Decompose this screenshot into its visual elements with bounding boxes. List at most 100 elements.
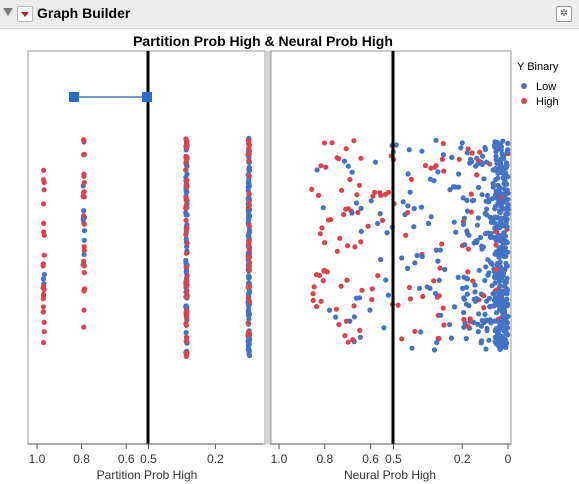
data-point [183, 334, 189, 340]
data-point [448, 335, 454, 341]
data-point [494, 145, 500, 151]
data-point [502, 328, 508, 334]
data-point [357, 327, 363, 333]
data-point [81, 180, 87, 186]
data-point [447, 322, 453, 328]
data-point [475, 321, 481, 327]
data-point [337, 235, 343, 241]
axis-tick-label: 0.2 [207, 452, 224, 466]
threshold-marker-handle-right[interactable] [142, 92, 152, 102]
data-point [489, 283, 495, 289]
data-point [399, 255, 405, 261]
data-point [81, 189, 87, 195]
disclosure-triangle-icon[interactable] [3, 8, 13, 16]
data-point [345, 163, 351, 169]
data-point [412, 328, 418, 335]
data-point [471, 197, 477, 203]
data-point [495, 224, 501, 230]
data-point [246, 283, 252, 289]
data-point [246, 263, 252, 269]
data-point [184, 308, 190, 314]
data-point [183, 264, 190, 270]
red-triangle-menu-icon[interactable] [17, 6, 33, 22]
data-point [372, 189, 378, 195]
data-point [352, 244, 358, 250]
data-point [464, 231, 471, 237]
data-point [245, 152, 252, 158]
data-point [440, 140, 446, 147]
threshold-marker-handle-left[interactable] [69, 92, 79, 102]
data-point [485, 272, 491, 278]
data-point [422, 162, 428, 169]
data-point [351, 138, 357, 144]
data-point [484, 159, 490, 165]
data-point [504, 287, 510, 293]
data-point [450, 184, 457, 190]
data-point [498, 220, 505, 227]
data-point [505, 332, 511, 338]
data-point [505, 211, 511, 217]
data-point [40, 296, 46, 302]
data-point [41, 271, 48, 278]
data-point [343, 206, 349, 212]
data-point [488, 219, 494, 225]
data-point [320, 205, 326, 211]
data-point [246, 158, 252, 164]
data-point [353, 295, 360, 301]
data-point [490, 180, 496, 187]
data-point [41, 329, 47, 335]
data-point [183, 353, 189, 359]
data-point [462, 242, 468, 248]
data-point [472, 289, 478, 295]
threshold-marker[interactable] [69, 92, 152, 102]
axis-tick-label: 0.8 [73, 452, 90, 466]
data-point [313, 303, 320, 310]
data-point [246, 214, 252, 220]
data-point [245, 204, 252, 210]
pin-icon[interactable]: ✲ [556, 6, 572, 22]
data-point [437, 247, 443, 253]
data-point [184, 189, 190, 195]
data-point [246, 238, 252, 244]
data-point [499, 288, 506, 294]
data-point [358, 205, 364, 211]
data-point [480, 153, 486, 159]
data-point [489, 261, 495, 267]
data-point [358, 239, 364, 245]
data-point [501, 199, 507, 205]
data-point [41, 340, 47, 346]
data-point [341, 211, 347, 218]
data-point [408, 176, 414, 182]
data-point [424, 284, 430, 290]
data-point [476, 184, 482, 191]
data-point [41, 319, 47, 325]
data-point [183, 195, 189, 201]
data-point [496, 278, 502, 284]
data-point [395, 302, 401, 308]
data-point [183, 167, 189, 173]
data-point [487, 317, 493, 323]
x-axis-right: 1.0 0.8 0.6 0.5 0.2 0 [270, 443, 512, 466]
data-point [81, 244, 87, 250]
data-point [40, 291, 47, 297]
data-point [183, 338, 189, 344]
data-point [439, 156, 445, 162]
data-point [460, 221, 467, 227]
data-point [503, 160, 509, 166]
data-point [504, 149, 510, 155]
data-point [463, 335, 469, 342]
data-point [40, 263, 46, 269]
data-point [465, 323, 471, 329]
data-point [184, 145, 190, 151]
data-point [434, 339, 440, 346]
data-point [246, 316, 252, 322]
data-point [405, 210, 411, 216]
data-point [81, 263, 87, 269]
data-point [377, 211, 383, 217]
data-point [428, 165, 434, 171]
left-panel-points [40, 135, 253, 359]
data-point [475, 329, 481, 335]
data-point [334, 248, 340, 254]
legend-label-high: High [536, 96, 559, 108]
data-point [433, 247, 439, 253]
